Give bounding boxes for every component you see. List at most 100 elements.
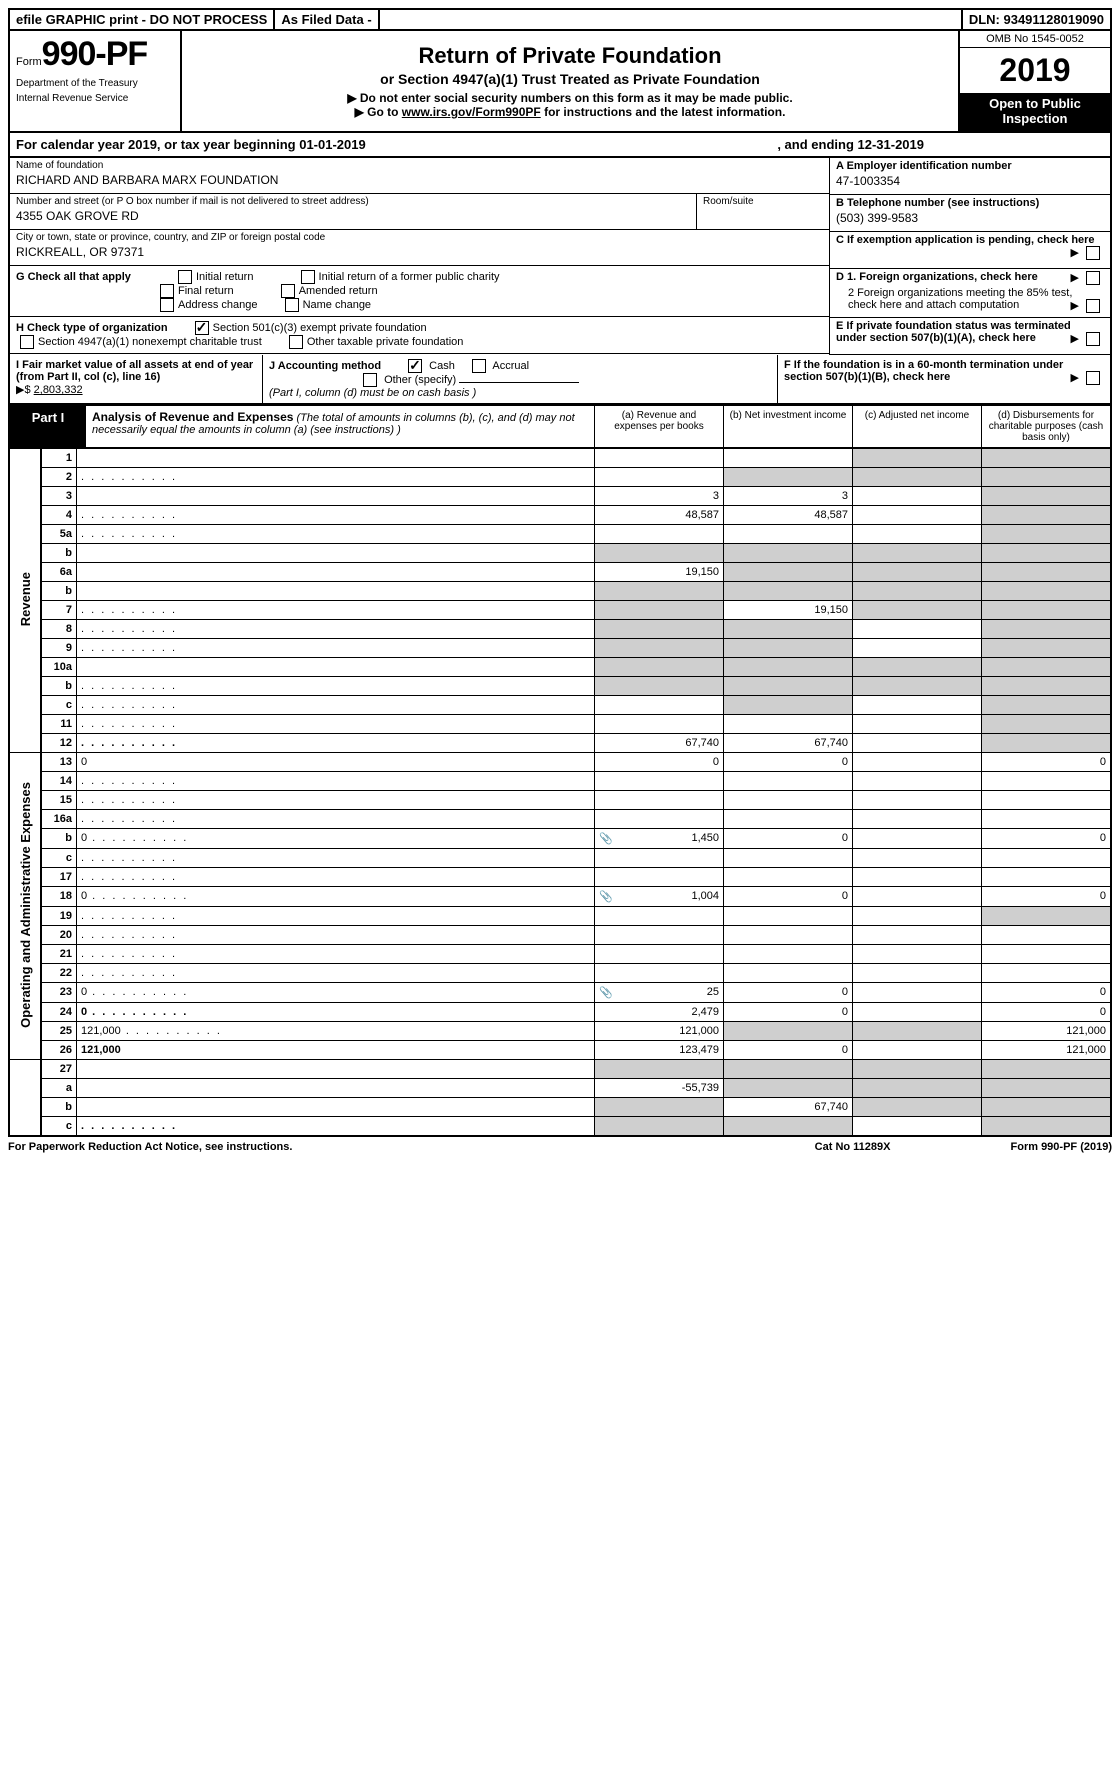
omb-number: OMB No 1545-0052 [960,31,1110,48]
table-row: 333 [9,487,1111,506]
form-ref: Form 990-PF (2019) [1011,1141,1113,1153]
table-row: 26121,000123,4790121,000 [9,1041,1111,1060]
open-to-public: Open to Public Inspection [960,93,1110,131]
top-bar: efile GRAPHIC print - DO NOT PROCESS As … [8,8,1112,31]
irs-link[interactable]: www.irs.gov/Form990PF [402,105,541,119]
table-row: 21 [9,945,1111,964]
table-row: 14 [9,772,1111,791]
j-cash-checkbox[interactable] [408,359,422,373]
table-row: 1267,74067,740 [9,734,1111,753]
table-row: 6a19,150 [9,563,1111,582]
col-b-header: (b) Net investment income [723,406,852,447]
as-filed-label: As Filed Data - [275,10,379,29]
d-cell: D 1. Foreign organizations, check here▶ … [830,269,1110,318]
phone-cell: B Telephone number (see instructions) (5… [830,195,1110,232]
g-address-checkbox[interactable] [160,298,174,312]
table-row: 27 [9,1060,1111,1079]
e-cell: E If private foundation status was termi… [830,318,1110,355]
table-row: 15 [9,791,1111,810]
fmv-cell: I Fair market value of all assets at end… [10,355,263,403]
col-a-header: (a) Revenue and expenses per books [594,406,723,447]
g-initial-former-checkbox[interactable] [301,270,315,284]
header-center: Return of Private Foundation or Section … [182,31,958,131]
table-row: 9 [9,639,1111,658]
table-row: 25121,000121,000121,000 [9,1022,1111,1041]
table-row: c [9,1117,1111,1137]
cat-no: Cat No 11289X [815,1141,891,1153]
table-row: Operating and Administrative Expenses130… [9,753,1111,772]
table-row: 20 [9,926,1111,945]
part1-desc: Analysis of Revenue and Expenses (The to… [86,406,594,447]
form-title: Return of Private Foundation [188,43,952,69]
ein-cell: A Employer identification number 47-1003… [830,158,1110,195]
table-row: 448,58748,587 [9,506,1111,525]
lower-boxes: I Fair market value of all assets at end… [10,355,1110,405]
address-row: Number and street (or P O box number if … [10,194,829,230]
g-amended-checkbox[interactable] [281,284,295,298]
table-row: 2402,47900 [9,1003,1111,1022]
table-row: 180📎1,00400 [9,887,1111,907]
table-row: 10a [9,658,1111,677]
dept-treasury: Department of the Treasury [16,78,174,89]
table-row: b67,740 [9,1098,1111,1117]
topbar-spacer [380,18,961,22]
table-row: b [9,544,1111,563]
instruction-2: ▶ Go to www.irs.gov/Form990PF for instru… [188,105,952,119]
f-checkbox[interactable] [1086,371,1100,385]
table-row: 22 [9,964,1111,983]
h-4947-checkbox[interactable] [20,335,34,349]
table-row: c [9,849,1111,868]
j-accrual-checkbox[interactable] [472,359,486,373]
table-row: a-55,739 [9,1079,1111,1098]
dln-number: DLN: 93491128019090 [961,10,1110,29]
h-other-checkbox[interactable] [289,335,303,349]
g-final-checkbox[interactable] [160,284,174,298]
d2-checkbox[interactable] [1086,299,1100,313]
attachment-icon[interactable]: 📎 [599,890,613,903]
instruction-1: ▶ Do not enter social security numbers o… [188,91,952,105]
part1-header: Part I Analysis of Revenue and Expenses … [8,406,1112,448]
g-check-row: G Check all that apply Initial return In… [10,266,829,317]
part1-label: Part I [10,406,86,447]
paperwork-notice: For Paperwork Reduction Act Notice, see … [8,1141,815,1153]
table-row: 11 [9,715,1111,734]
form-subtitle: or Section 4947(a)(1) Trust Treated as P… [188,71,952,87]
calendar-year-row: For calendar year 2019, or tax year begi… [10,133,1110,158]
part1-table: Revenue12333448,58748,5875ab6a19,150b719… [8,448,1112,1137]
col-c-header: (c) Adjusted net income [852,406,981,447]
table-row: 719,150 [9,601,1111,620]
g-name-checkbox[interactable] [285,298,299,312]
table-row: 19 [9,907,1111,926]
d1-checkbox[interactable] [1086,271,1100,285]
accounting-cell: J Accounting method Cash Accrual Other (… [263,355,777,403]
efile-notice: efile GRAPHIC print - DO NOT PROCESS [10,10,275,29]
h-501c3-checkbox[interactable] [195,321,209,335]
form-id-block: Form990-PF Department of the Treasury In… [10,31,182,131]
table-row: 5a [9,525,1111,544]
table-row: b [9,677,1111,696]
table-row: c [9,696,1111,715]
identity-block: For calendar year 2019, or tax year begi… [8,133,1112,406]
header-right: OMB No 1545-0052 2019 Open to Public Ins… [958,31,1110,131]
col-d-header: (d) Disbursements for charitable purpose… [981,406,1110,447]
table-row: 230📎2500 [9,983,1111,1003]
attachment-icon[interactable]: 📎 [599,832,613,845]
table-row: 16a [9,810,1111,829]
tax-year: 2019 [960,48,1110,93]
attachment-icon[interactable]: 📎 [599,986,613,999]
form-header: Form990-PF Department of the Treasury In… [8,31,1112,133]
table-row: 17 [9,868,1111,887]
city-cell: City or town, state or province, country… [10,230,829,266]
form-number: 990-PF [42,35,148,73]
h-check-row: H Check type of organization Section 501… [10,317,829,354]
f-cell: F If the foundation is in a 60-month ter… [777,355,1110,403]
c-checkbox[interactable] [1086,246,1100,260]
table-row: Revenue1 [9,449,1111,468]
g-initial-checkbox[interactable] [178,270,192,284]
pending-cell: C If exemption application is pending, c… [830,232,1110,269]
j-other-checkbox[interactable] [363,373,377,387]
form-prefix: Form [16,56,42,68]
e-checkbox[interactable] [1086,332,1100,346]
expenses-label: Operating and Administrative Expenses [18,782,33,1028]
foundation-name-cell: Name of foundation RICHARD AND BARBARA M… [10,158,829,194]
